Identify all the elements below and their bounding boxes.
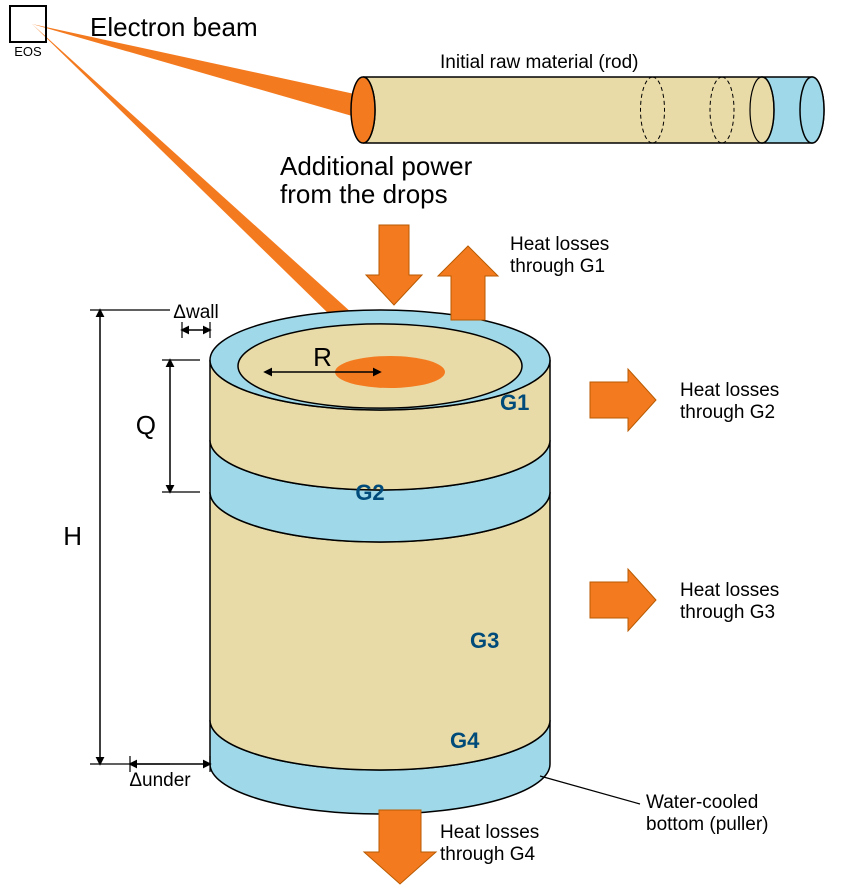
label-dwall: Δwall: [173, 302, 218, 323]
label-G1: G1: [500, 390, 529, 415]
label-electron-beam: Electron beam: [90, 12, 258, 42]
arrow-heat-G2: [590, 369, 656, 431]
arrow-heat-G1: [438, 246, 498, 320]
pointer-water-cooled: [540, 776, 640, 804]
label-G2: G2: [355, 480, 384, 505]
label-dunder: Δunder: [129, 770, 191, 791]
label-heat-G1b: through G1: [510, 256, 605, 277]
label-water-cooled-b: bottom (puller): [646, 814, 769, 835]
eos-label: EOS: [14, 44, 42, 59]
label-G4: G4: [450, 728, 480, 753]
rod-body: [363, 77, 774, 143]
label-additional-power: Additional power: [280, 151, 473, 181]
label-raw-material: Initial raw material (rod): [440, 52, 639, 73]
label-H: H: [63, 521, 82, 551]
label-R: R: [313, 342, 332, 372]
label-heat-G3b: through G3: [680, 602, 775, 623]
arrow-heat-G3: [590, 569, 656, 631]
label-from-drops: from the drops: [280, 179, 448, 209]
rod-left-face: [351, 77, 375, 143]
label-Q: Q: [136, 410, 156, 440]
label-heat-G3a: Heat losses: [680, 580, 779, 601]
label-heat-G2b: through G2: [680, 402, 775, 423]
arrow-heat-G4: [364, 810, 436, 884]
label-water-cooled-a: Water-cooled: [646, 792, 758, 813]
label-heat-G4b: through G4: [440, 844, 535, 865]
label-heat-G1a: Heat losses: [510, 234, 609, 255]
label-heat-G2a: Heat losses: [680, 380, 779, 401]
eos-box: [10, 6, 46, 42]
label-heat-G4a: Heat losses: [440, 822, 539, 843]
arrow-additional-power: [366, 225, 422, 305]
label-G3: G3: [470, 628, 499, 653]
